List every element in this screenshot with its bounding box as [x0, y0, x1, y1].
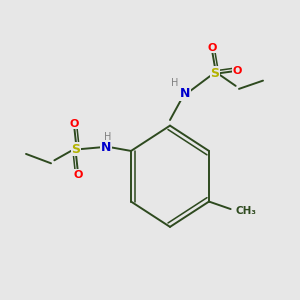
Text: H: H [171, 78, 179, 88]
Text: N: N [180, 87, 190, 100]
Text: O: O [208, 43, 217, 52]
Text: O: O [233, 66, 242, 76]
Text: S: S [71, 142, 80, 156]
Text: O: O [70, 118, 79, 129]
Text: O: O [73, 169, 82, 180]
Text: H: H [104, 132, 111, 142]
Text: N: N [101, 141, 111, 154]
Text: S: S [211, 67, 220, 80]
Text: CH₃: CH₃ [236, 206, 256, 216]
